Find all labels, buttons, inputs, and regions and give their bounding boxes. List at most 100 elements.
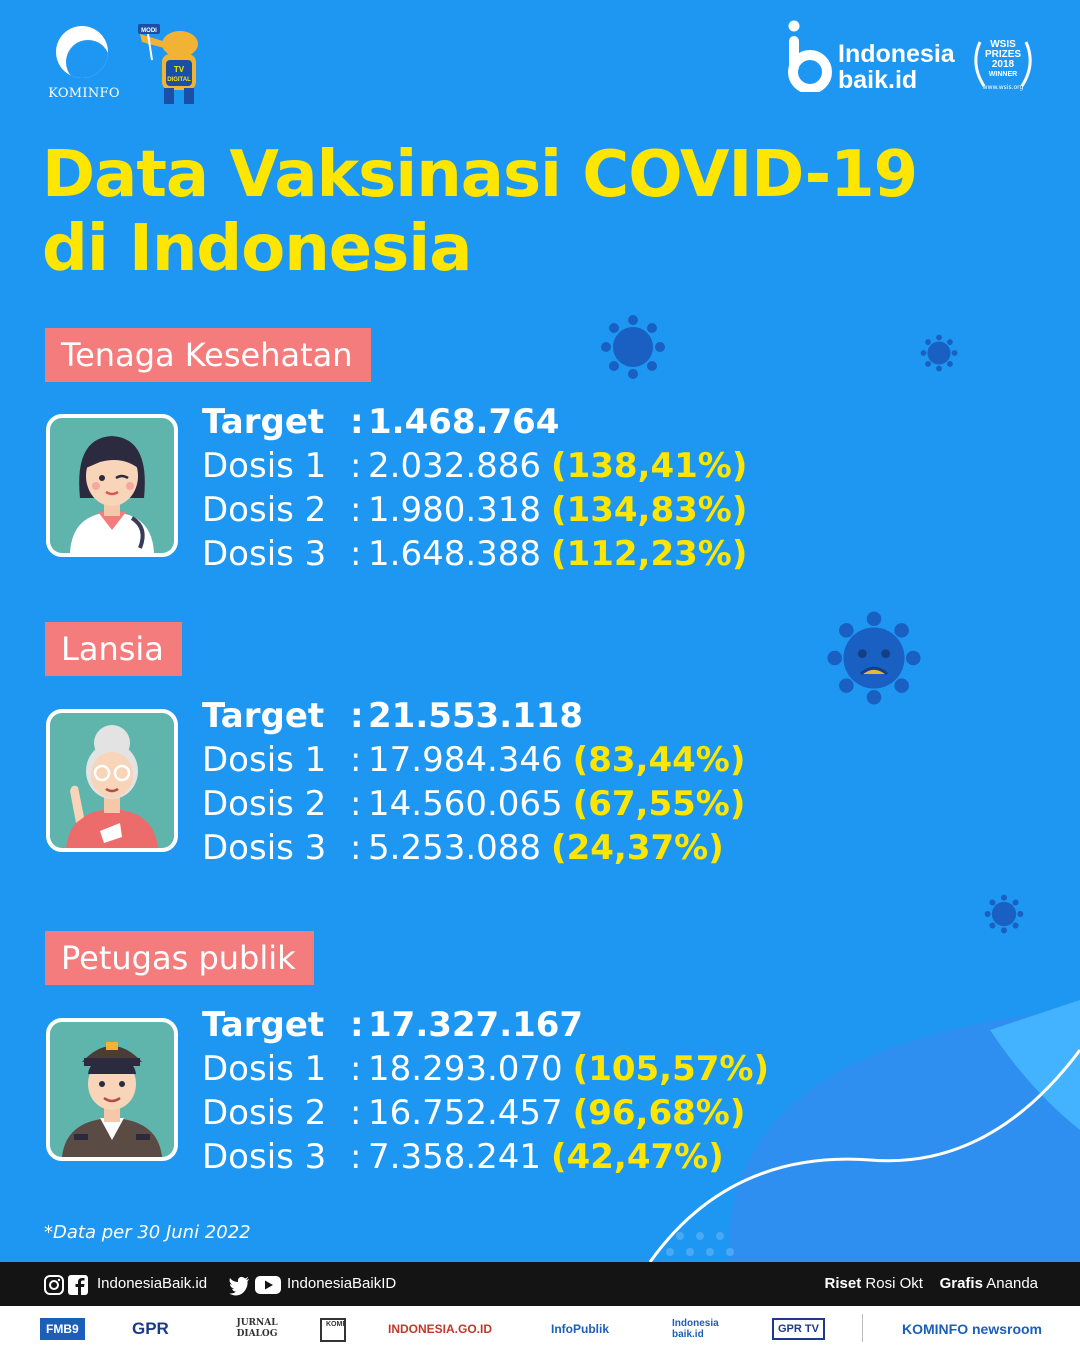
stat-row-dosis-3: Dosis 3:7.358.241 (42,47%) bbox=[202, 1135, 769, 1179]
page-title: Data Vaksinasi COVID-19 di Indonesia bbox=[42, 138, 918, 286]
kominfo-label: KOMINFO bbox=[48, 86, 120, 101]
facebook-icon[interactable] bbox=[68, 1274, 88, 1296]
stat-value: 17.984.346 bbox=[368, 740, 563, 780]
stat-row-target: Target:17.327.167 bbox=[202, 1003, 769, 1047]
award-line-2: PRIZES bbox=[984, 49, 1022, 60]
police-officer-icon bbox=[62, 1042, 162, 1157]
stat-row-dosis-1: Dosis 1:18.293.070 (105,57%) bbox=[202, 1047, 769, 1091]
laurel-icon bbox=[974, 41, 1032, 87]
stat-value: 7.358.241 bbox=[368, 1137, 542, 1177]
partner-logo-infopublik: InfoPublik bbox=[551, 1322, 609, 1336]
doctor-avatar bbox=[46, 414, 178, 557]
partner-logo-jurnal-dialog: JURNAL DIALOG bbox=[236, 1318, 278, 1339]
stat-value: 16.752.457 bbox=[368, 1093, 563, 1133]
stat-row-dosis-2: Dosis 2:14.560.065 (67,55%) bbox=[202, 782, 745, 826]
category-label-petugas-publik: Petugas publik bbox=[45, 931, 314, 985]
stat-sep: : bbox=[350, 490, 362, 530]
partner-logo-gpr: GPR bbox=[132, 1319, 169, 1338]
indonesia-baik-mark-icon bbox=[788, 20, 832, 92]
stat-value: 1.980.318 bbox=[368, 490, 542, 530]
stat-percent: (24,37%) bbox=[551, 828, 724, 868]
stat-key: Dosis 1 bbox=[202, 740, 327, 780]
stat-key: Dosis 3 bbox=[202, 534, 327, 574]
stats-petugas-publik: Target:17.327.167 Dosis 1:18.293.070 (105… bbox=[202, 1003, 769, 1179]
tv-digital-mascot-icon: TV DIGITAL MODI bbox=[138, 24, 198, 104]
stat-percent: (134,83%) bbox=[551, 490, 748, 530]
virus-icon bbox=[920, 334, 958, 372]
stat-row-dosis-3: Dosis 3:5.253.088 (24,37%) bbox=[202, 826, 745, 870]
stat-value: 1.648.388 bbox=[368, 534, 542, 574]
data-footnote: *Data per 30 Juni 2022 bbox=[44, 1222, 251, 1243]
stat-percent: (42,47%) bbox=[551, 1137, 724, 1177]
stat-sep: : bbox=[350, 402, 364, 442]
virus-icon bbox=[601, 315, 665, 379]
partner-logo-kompak: KOMPAK bbox=[320, 1318, 346, 1342]
title-line-2: di Indonesia bbox=[42, 212, 472, 286]
footer-handle-left[interactable]: IndonesiaBaik.id bbox=[97, 1275, 208, 1292]
stat-key: Target bbox=[202, 1005, 325, 1045]
brand-line-2: baik.id bbox=[838, 66, 918, 94]
stat-sep: : bbox=[350, 1049, 362, 1089]
brand-line-1: Indonesia bbox=[838, 40, 955, 68]
stat-sep: : bbox=[350, 446, 362, 486]
stat-key: Dosis 2 bbox=[202, 490, 327, 530]
indonesia-baik-logo: Indonesia baik.id bbox=[786, 20, 971, 94]
riset-name: Rosi Okt bbox=[865, 1275, 923, 1292]
stat-percent: (138,41%) bbox=[551, 446, 748, 486]
doctor-icon bbox=[70, 436, 154, 553]
category-label-lansia: Lansia bbox=[45, 622, 182, 676]
partner-logo-fmb9: FMB9 bbox=[40, 1318, 85, 1340]
stat-percent: (96,68%) bbox=[572, 1093, 746, 1133]
stat-sep: : bbox=[350, 828, 362, 868]
stat-key: Target bbox=[202, 696, 325, 736]
stat-row-dosis-2: Dosis 2:1.980.318 (134,83%) bbox=[202, 488, 747, 532]
stat-key: Target bbox=[202, 402, 325, 442]
stat-value: 2.032.886 bbox=[368, 446, 542, 486]
footer-handle-right[interactable]: IndonesiaBaikID bbox=[287, 1275, 397, 1292]
stat-row-target: Target:1.468.764 bbox=[202, 400, 747, 444]
elderly-woman-icon bbox=[66, 725, 158, 848]
instagram-icon[interactable] bbox=[44, 1274, 64, 1296]
stats-tenaga-kesehatan: Target:1.468.764 Dosis 1:2.032.886 (138,4… bbox=[202, 400, 747, 576]
angry-virus-icon bbox=[827, 611, 921, 705]
partner-logo-indonesia-baik: Indonesia baik.id bbox=[672, 1318, 719, 1340]
stat-value: 17.327.167 bbox=[368, 1005, 584, 1045]
svg-text:TV: TV bbox=[174, 65, 185, 74]
award-line-1: WSIS bbox=[990, 39, 1016, 50]
partner-logo-gpr-tv: GPR TV bbox=[772, 1318, 825, 1340]
footer-divider bbox=[862, 1314, 863, 1342]
stat-row-dosis-2: Dosis 2:16.752.457 (96,68%) bbox=[202, 1091, 769, 1135]
stat-sep: : bbox=[350, 1137, 362, 1177]
police-avatar bbox=[46, 1018, 178, 1161]
youtube-icon[interactable] bbox=[255, 1274, 281, 1296]
stat-value: 1.468.764 bbox=[368, 402, 560, 442]
stat-row-target: Target:21.553.118 bbox=[202, 694, 745, 738]
kominfo-logo: KOMINFO bbox=[44, 26, 124, 106]
stat-key: Dosis 1 bbox=[202, 1049, 327, 1089]
stat-row-dosis-1: Dosis 1:17.984.346 (83,44%) bbox=[202, 738, 745, 782]
stat-percent: (112,23%) bbox=[551, 534, 748, 574]
partner-logo-kominfo-newsroom: KOMINFO newsroom bbox=[902, 1321, 1043, 1337]
stat-key: Dosis 3 bbox=[202, 828, 327, 868]
footer-credits: Riset Rosi Okt Grafis Ananda bbox=[825, 1275, 1038, 1292]
stat-percent: (67,55%) bbox=[572, 784, 746, 824]
twitter-icon[interactable] bbox=[228, 1274, 250, 1296]
stat-sep: : bbox=[350, 1093, 362, 1133]
stat-key: Dosis 2 bbox=[202, 784, 327, 824]
stat-row-dosis-1: Dosis 1:2.032.886 (138,41%) bbox=[202, 444, 747, 488]
stat-value: 5.253.088 bbox=[368, 828, 542, 868]
award-line-4: WINNER bbox=[988, 71, 1018, 78]
stat-value: 18.293.070 bbox=[368, 1049, 563, 1089]
stat-key: Dosis 1 bbox=[202, 446, 327, 486]
title-line-1: Data Vaksinasi COVID-19 bbox=[42, 138, 918, 212]
grafis-name: Ananda bbox=[986, 1275, 1038, 1292]
wsis-award-badge: WSIS PRIZES 2018 WINNER www.wsis.org bbox=[970, 34, 1036, 98]
stat-sep: : bbox=[350, 1005, 364, 1045]
category-label-tenaga-kesehatan: Tenaga Kesehatan bbox=[45, 328, 371, 382]
stat-percent: (105,57%) bbox=[572, 1049, 770, 1089]
stat-sep: : bbox=[350, 696, 364, 736]
svg-text:DIGITAL: DIGITAL bbox=[167, 77, 191, 83]
stat-sep: : bbox=[350, 784, 362, 824]
decorative-wave bbox=[648, 1000, 1080, 1262]
stat-sep: : bbox=[350, 534, 362, 574]
